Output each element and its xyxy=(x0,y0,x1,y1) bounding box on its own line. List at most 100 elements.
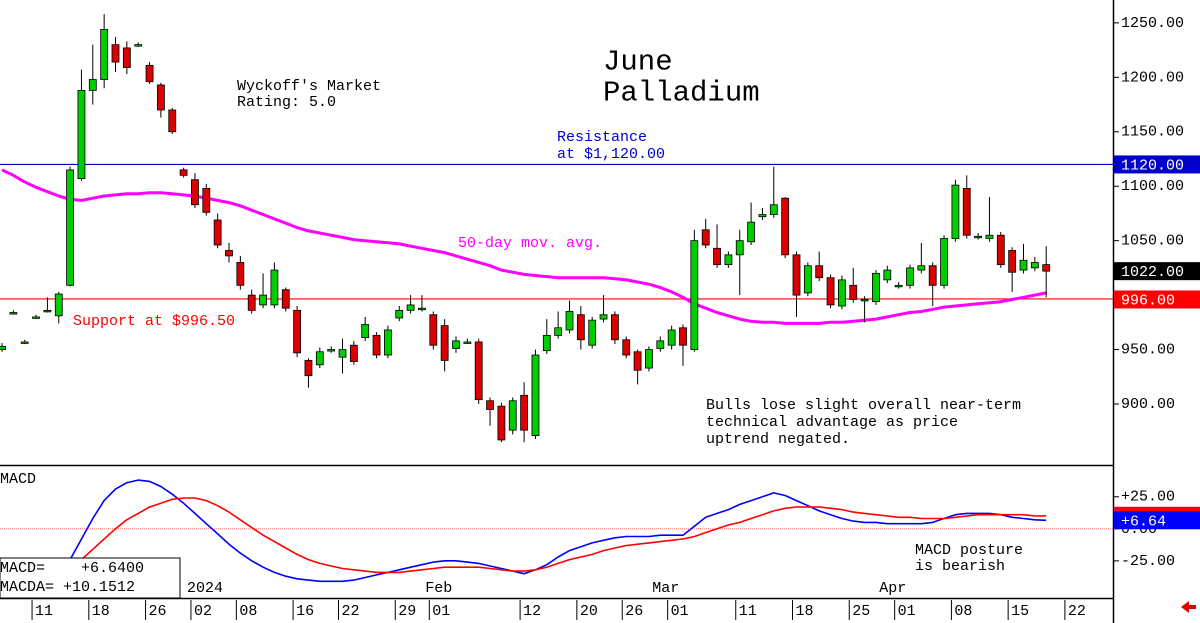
candle-body xyxy=(54,293,63,317)
candle-body xyxy=(77,89,86,179)
candle-body xyxy=(928,265,937,286)
candle-body xyxy=(270,269,279,306)
candle-body xyxy=(0,345,6,350)
y-tick-label: +25.00 xyxy=(1121,489,1175,506)
month-label: Mar xyxy=(652,580,679,597)
candle-body xyxy=(383,329,392,356)
candle-body xyxy=(191,179,199,206)
candle-body xyxy=(395,309,404,319)
candle-body xyxy=(111,44,120,63)
x-tick-label: 11 xyxy=(739,603,757,620)
candle-body xyxy=(1030,262,1039,269)
candle-body xyxy=(565,311,574,331)
candle-body xyxy=(406,304,415,311)
x-tick-label: 01 xyxy=(671,603,689,620)
resistance-note: Resistance xyxy=(557,129,647,146)
candle-body xyxy=(633,351,642,371)
candle-body xyxy=(792,254,801,296)
candle-body xyxy=(815,265,824,279)
candle-body xyxy=(338,349,347,358)
x-tick-label: 01 xyxy=(432,603,450,620)
price-marker-label: 1120.00 xyxy=(1121,157,1184,174)
macd-line xyxy=(69,479,1047,583)
macd-label: MACD xyxy=(0,471,36,488)
candle-body xyxy=(508,400,517,431)
candle-body xyxy=(576,314,585,341)
candle-body xyxy=(20,341,29,344)
candle-body xyxy=(156,84,165,111)
x-tick-label: 08 xyxy=(954,603,972,620)
rating: Rating: 5.0 xyxy=(237,94,336,111)
candle-body xyxy=(985,234,994,239)
x-tick-label: 15 xyxy=(1011,603,1029,620)
candle-body xyxy=(611,314,619,341)
candle-body xyxy=(554,327,563,336)
price-marker-label: 1022.00 xyxy=(1121,264,1184,281)
candle-body xyxy=(429,314,438,346)
price-marker-label: 996.00 xyxy=(1121,292,1175,309)
candle-body xyxy=(66,169,74,286)
rating: Wyckoff's Market xyxy=(237,78,381,95)
y-tick-label: 900.00 xyxy=(1121,396,1175,413)
macd-line xyxy=(80,497,1047,574)
candle-body xyxy=(225,250,233,257)
candle-body xyxy=(701,229,710,246)
candle-body xyxy=(32,316,40,319)
price-marker xyxy=(1114,511,1200,530)
month-label: Feb xyxy=(425,580,452,597)
candle-body xyxy=(247,294,256,311)
candle-body xyxy=(622,339,631,356)
candle-body xyxy=(43,309,52,313)
x-tick-label: 08 xyxy=(239,603,257,620)
candle-body xyxy=(962,187,971,236)
candle-body xyxy=(361,324,370,338)
price-marker xyxy=(1114,262,1200,281)
candle-body xyxy=(883,269,892,281)
candle-body xyxy=(497,405,506,441)
candle-body xyxy=(1008,250,1017,273)
candle-body xyxy=(656,340,665,349)
chart-title: Palladium xyxy=(603,77,760,110)
candle-body xyxy=(588,319,597,346)
candle-body xyxy=(213,219,222,246)
readout-box xyxy=(0,557,181,599)
candle-body xyxy=(520,394,528,431)
y-tick-label: 1150.00 xyxy=(1121,124,1184,141)
candle-body xyxy=(327,349,336,352)
x-tick-label: 26 xyxy=(149,603,167,620)
x-tick-label: 16 xyxy=(296,603,314,620)
x-tick-label: 18 xyxy=(796,603,814,620)
x-tick-label: 26 xyxy=(625,603,643,620)
scroll-arrow xyxy=(1181,601,1196,613)
commentary: technical advantage as price xyxy=(706,414,958,431)
candle-body xyxy=(974,235,982,239)
candle-body xyxy=(486,400,494,410)
candle-body xyxy=(860,299,869,302)
candle-body xyxy=(826,277,835,306)
candle-body xyxy=(463,341,472,344)
candle-body xyxy=(713,247,721,266)
candle-body xyxy=(872,272,880,303)
x-tick-label: 18 xyxy=(92,603,110,620)
commentary: uptrend negated. xyxy=(706,431,850,448)
x-tick-label: 29 xyxy=(398,603,416,620)
support-note: Support at $996.50 xyxy=(73,313,235,330)
candle-body xyxy=(838,279,846,307)
candle-body xyxy=(1019,259,1028,271)
commentary: Bulls lose slight overall near-term xyxy=(706,397,1021,414)
candle-body xyxy=(667,329,676,346)
candle-body xyxy=(781,197,790,256)
candle-body xyxy=(202,187,211,213)
candle-body xyxy=(951,184,960,239)
candle-body xyxy=(304,360,313,377)
candle-body xyxy=(1042,264,1051,272)
candle-body xyxy=(735,240,744,256)
candle-body xyxy=(134,44,143,47)
candle-body xyxy=(758,214,767,218)
candle-body xyxy=(645,349,653,369)
candle-body xyxy=(849,284,858,300)
candle-body xyxy=(315,351,324,366)
candle-body xyxy=(690,240,699,350)
